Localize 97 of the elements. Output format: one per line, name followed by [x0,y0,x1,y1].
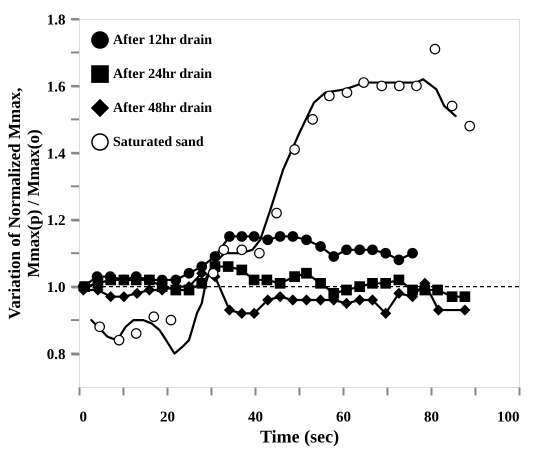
point [341,244,352,256]
point [301,294,312,306]
point [315,278,326,289]
point [144,284,155,296]
legend-label: Saturated sand [113,135,204,150]
point [301,234,312,246]
point [254,248,265,259]
point [341,284,352,296]
point [236,308,248,319]
point [394,80,405,92]
point [328,251,340,262]
point [105,274,116,286]
point [132,288,142,299]
point [354,294,366,306]
point [394,254,404,266]
point [218,244,230,256]
point [354,244,366,256]
x-tick-label: 100 [497,410,520,426]
point [407,248,418,259]
point [130,274,142,286]
point [274,278,286,289]
point [367,278,378,289]
point [411,80,422,92]
point [184,268,194,279]
point [130,328,142,339]
point [433,304,444,316]
point [274,291,286,302]
point [289,144,300,155]
point [148,311,160,322]
point [222,261,234,272]
legend-label: After 12hr drain [113,33,212,48]
x-axis-title: Time (sec) [260,426,340,446]
point [460,304,470,316]
x-tick-label: 0 [80,410,87,426]
point [430,44,440,54]
y-tick-label: 1.6 [46,79,66,96]
point [287,231,298,242]
point [307,114,318,125]
y-tick-label: 1.8 [46,12,66,28]
point [248,231,260,242]
x-tick-label: 60 [336,410,351,426]
point [94,321,106,332]
point [105,291,116,302]
point [224,304,235,316]
point [367,244,378,256]
point [380,248,392,259]
point [342,87,352,98]
point [166,314,176,326]
point [380,278,392,289]
point [464,120,476,132]
point [460,291,470,302]
x-tick-label: 80 [424,410,439,426]
point [210,251,220,262]
y-axis-title: Variation of Normalized Mmax, Mmax(p) / Mmax(o) [4,88,43,320]
point [289,271,300,282]
point [144,274,155,286]
point [446,291,458,302]
y-tick-label: 1.0 [46,280,66,296]
point [236,244,248,256]
point [274,231,286,242]
point [118,291,130,302]
point [248,308,260,319]
point [376,80,388,92]
point [224,231,235,242]
point [341,298,352,309]
point [315,241,326,252]
point [446,100,458,112]
point [394,288,404,299]
point [358,77,370,88]
line-series [90,78,457,355]
point [208,268,219,279]
point [394,274,404,286]
point [236,264,248,276]
point [196,278,208,289]
point [301,268,312,279]
y-tick-label: 1.4 [46,146,66,162]
legend-label: After 48hr drain [113,101,212,116]
point [118,274,130,286]
legend-label: After 24hr drain [113,67,212,82]
x-tick-label: 20 [160,410,175,426]
point [262,294,274,306]
point [432,284,443,296]
point [248,274,260,286]
point [236,231,248,242]
point [114,334,124,346]
point [271,208,282,218]
point [354,281,366,292]
point [262,274,272,286]
point [262,234,274,246]
point [367,294,378,306]
point [324,90,335,102]
point [287,294,298,306]
point [315,294,326,306]
y-tick-label: 1.2 [46,213,66,230]
point [380,308,392,319]
y-tick-label: 0.8 [46,347,66,364]
x-tick-label: 40 [248,410,263,426]
